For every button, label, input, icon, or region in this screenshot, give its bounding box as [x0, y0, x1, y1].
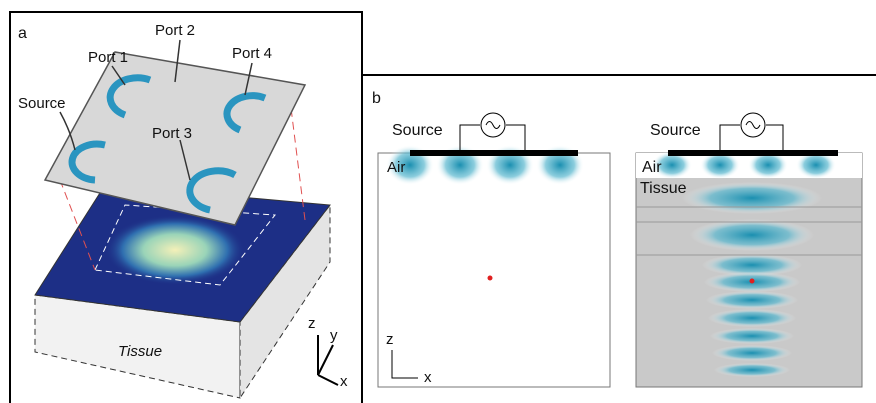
target [750, 279, 755, 284]
axis-label: x [340, 373, 348, 390]
port-label: Port 3 [152, 125, 192, 142]
axis-label: z [386, 331, 394, 348]
port-label: Port 1 [88, 49, 128, 66]
medium-label: Tissue [640, 180, 687, 197]
focus [105, 215, 245, 285]
axis-label: x [424, 369, 432, 386]
panel-label: a [18, 25, 27, 42]
source-label: Source [18, 95, 66, 112]
medium-label: Air [387, 159, 405, 176]
medium-label: Air [642, 159, 662, 176]
source-label: Source [392, 122, 443, 139]
port-label: Port 2 [155, 22, 195, 39]
panel-a: a Port 1 Port 2 Port 3 Port 4 Source Tis… [10, 12, 362, 403]
sim-box [378, 153, 610, 387]
source-bar [668, 150, 838, 156]
port-label: Port 4 [232, 45, 272, 62]
source-bar [410, 150, 578, 156]
page: {"panel_a": {"label": "a", "ports": ["Po… [0, 0, 876, 403]
axis-label: y [330, 327, 338, 344]
tissue-label: Tissue [118, 343, 162, 360]
source-label: Source [650, 122, 701, 139]
axis-label: z [308, 315, 316, 332]
figure: a Port 1 Port 2 Port 3 Port 4 Source Tis… [0, 0, 876, 403]
panel-b: b Source Air z x [362, 75, 876, 387]
panel-label: b [372, 90, 381, 107]
target [488, 276, 493, 281]
